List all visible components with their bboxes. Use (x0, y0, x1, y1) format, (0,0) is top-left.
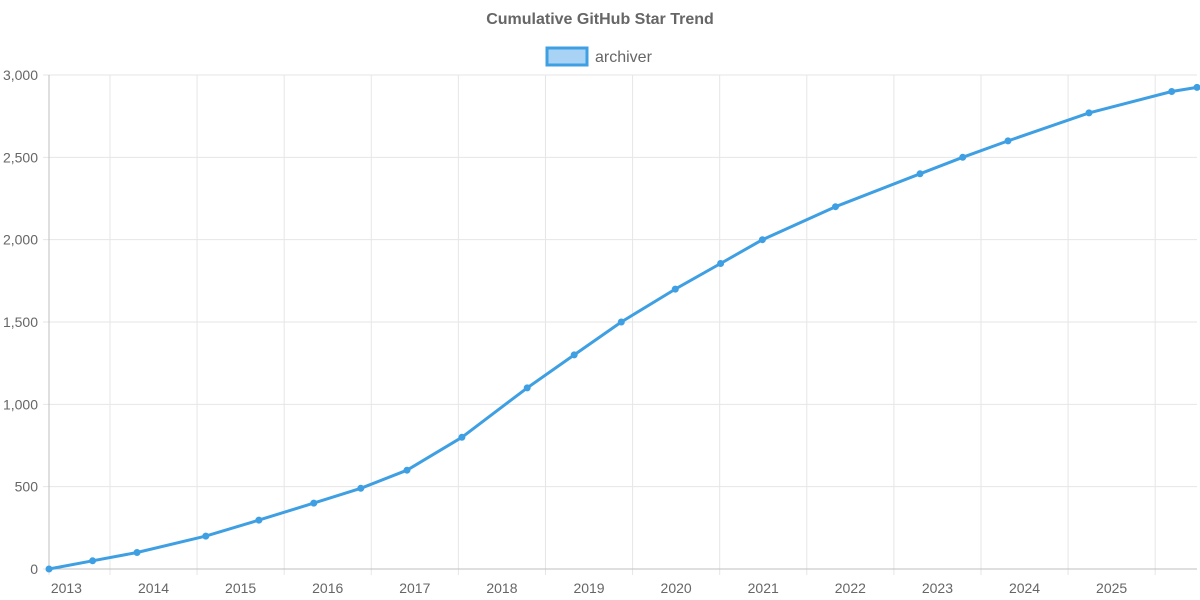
x-tick-label: 2016 (312, 580, 343, 596)
data-point[interactable] (916, 170, 924, 178)
data-point[interactable] (202, 532, 210, 540)
data-point[interactable] (959, 153, 967, 161)
series-line (48, 85, 1198, 571)
y-axis-ticks: 0 500 1,000 1,500 2,000 2,500 3,000 (3, 67, 38, 577)
y-tick-label: 1,000 (3, 396, 38, 412)
x-tick-label: 2025 (1096, 580, 1127, 596)
x-tick-label: 2019 (573, 580, 604, 596)
y-tick-label: 1,500 (3, 314, 38, 330)
x-tick-label: 2013 (51, 580, 82, 596)
data-point[interactable] (1004, 137, 1012, 145)
legend[interactable]: archiver (545, 46, 653, 67)
legend-label[interactable]: archiver (595, 49, 653, 66)
y-tick-label: 500 (15, 479, 39, 495)
data-point[interactable] (671, 285, 679, 293)
y-tick-label: 2,500 (3, 149, 38, 165)
data-point[interactable] (523, 384, 531, 392)
data-point[interactable] (310, 499, 318, 507)
data-point[interactable] (133, 549, 141, 556)
y-tick-label: 3,000 (3, 67, 38, 83)
data-point[interactable] (570, 351, 578, 359)
x-tick-label: 2015 (225, 580, 256, 596)
data-point[interactable] (89, 557, 97, 565)
data-point[interactable] (1193, 83, 1200, 91)
data-point[interactable] (832, 203, 839, 211)
data-point[interactable] (255, 516, 263, 524)
x-tick-label: 2022 (835, 580, 866, 596)
x-tick-label: 2021 (748, 580, 779, 596)
data-point[interactable] (617, 318, 625, 326)
x-tick-label: 2023 (922, 580, 953, 596)
data-point[interactable] (357, 484, 365, 492)
legend-swatch[interactable] (545, 46, 589, 67)
data-point[interactable] (717, 260, 725, 267)
grid (43, 74, 1197, 575)
x-tick-label: 2018 (486, 580, 517, 596)
y-tick-label: 2,000 (3, 232, 38, 248)
chart-title: Cumulative GitHub Star Trend (486, 11, 714, 28)
x-tick-label: 2024 (1009, 580, 1040, 596)
data-point[interactable] (1168, 88, 1176, 95)
y-tick-label: 0 (30, 561, 38, 577)
data-point[interactable] (758, 236, 766, 244)
data-point[interactable] (45, 565, 53, 573)
x-tick-label: 2020 (661, 580, 692, 596)
x-tick-label: 2017 (399, 580, 430, 596)
x-tick-label: 2014 (138, 580, 169, 596)
data-point[interactable] (458, 433, 466, 441)
data-point[interactable] (403, 466, 411, 474)
series-archiver (45, 83, 1200, 573)
data-point[interactable] (1085, 109, 1093, 117)
axes (48, 75, 1197, 570)
x-axis-ticks: 2013 2014 2015 2016 2017 2018 2019 2020 2021 2022… (51, 580, 1128, 596)
